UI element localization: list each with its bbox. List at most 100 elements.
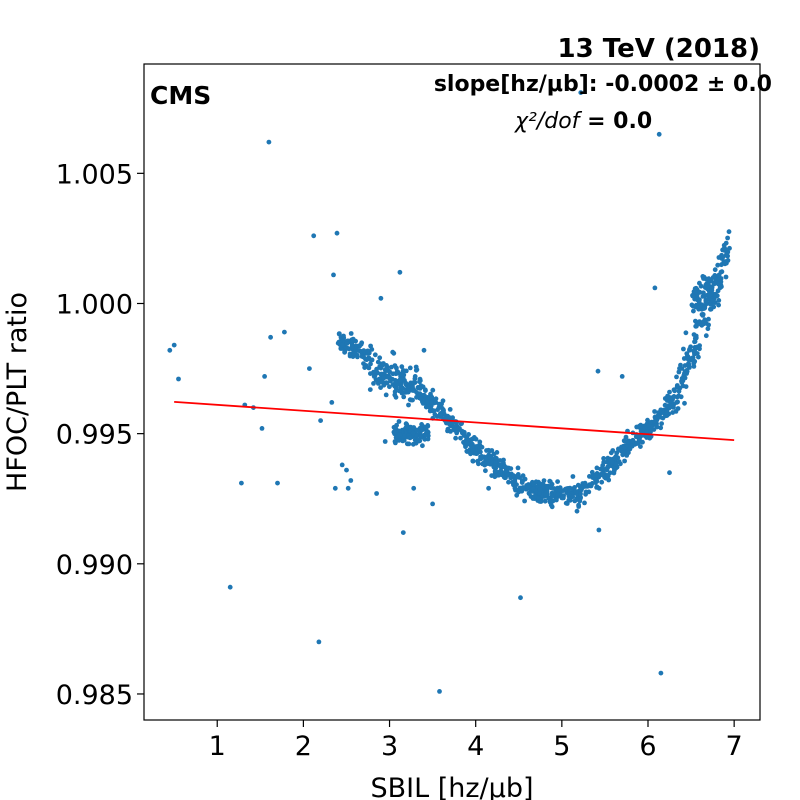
data-point [402, 433, 407, 439]
data-point [600, 472, 605, 478]
outlier-point [345, 485, 351, 491]
chi2-value: = 0.0 [579, 109, 652, 134]
data-point [578, 491, 583, 497]
data-point [423, 425, 428, 431]
outlier-point [167, 347, 173, 353]
data-point [652, 409, 657, 414]
data-point [719, 269, 725, 275]
data-point [410, 388, 416, 393]
data-point [570, 494, 575, 499]
data-point [399, 364, 405, 370]
data-point [697, 297, 702, 303]
data-point [374, 366, 379, 372]
data-point [583, 489, 589, 495]
data-point [706, 316, 711, 322]
outlier-point [652, 285, 658, 291]
data-point [351, 351, 357, 356]
data-point [612, 455, 618, 461]
outlier-point [259, 426, 265, 431]
data-point [702, 305, 708, 311]
outlier-point [378, 295, 384, 301]
data-point [540, 481, 546, 487]
experiment-label: CMS [150, 81, 211, 110]
data-point [344, 341, 350, 346]
data-point [707, 292, 713, 298]
data-point [427, 395, 432, 401]
data-point [448, 429, 453, 434]
data-point [634, 424, 640, 430]
data-point [384, 380, 390, 386]
outlier-point [430, 501, 435, 507]
data-point [573, 489, 579, 494]
data-point [393, 379, 399, 385]
outlier-point [282, 329, 287, 335]
data-point [396, 438, 402, 443]
y-tick-label: 0.985 [56, 680, 133, 711]
data-point [384, 368, 389, 373]
data-point [548, 485, 554, 491]
data-point [468, 451, 473, 457]
data-point [379, 363, 385, 368]
data-point [645, 417, 650, 423]
data-point [516, 489, 521, 495]
outlier-point [316, 639, 322, 645]
data-point [520, 473, 526, 479]
data-point [674, 383, 680, 388]
outlier-point [262, 374, 267, 379]
data-point [683, 330, 689, 336]
data-point [606, 477, 612, 483]
data-point [368, 361, 373, 367]
data-point [622, 458, 627, 464]
data-point [544, 489, 550, 495]
data-point [598, 466, 604, 472]
data-point [381, 375, 387, 381]
outlier-point [411, 485, 417, 491]
data-point [649, 426, 655, 432]
data-point [362, 365, 368, 370]
data-point [493, 465, 499, 471]
data-point [555, 479, 560, 484]
data-point [667, 389, 672, 395]
data-point [627, 446, 633, 452]
data-point [522, 498, 527, 504]
data-point [430, 387, 436, 393]
data-point [560, 495, 565, 501]
data-point [664, 409, 670, 415]
data-point [723, 274, 729, 280]
data-point [715, 262, 721, 268]
data-point [601, 456, 606, 461]
data-point [458, 421, 464, 427]
data-point [421, 392, 427, 398]
data-point [341, 333, 346, 339]
data-point [412, 376, 418, 382]
data-point [478, 456, 484, 461]
data-point [464, 440, 470, 446]
data-point [483, 468, 488, 474]
outlier-point [437, 689, 442, 694]
outlier-point [339, 462, 345, 468]
data-point [674, 374, 679, 380]
data-point [414, 427, 420, 433]
data-point [401, 394, 407, 400]
data-point [358, 341, 364, 347]
data-point [616, 447, 622, 453]
data-point [726, 229, 732, 235]
data-point [414, 390, 419, 395]
data-point [621, 450, 627, 456]
data-point [572, 498, 578, 504]
data-point [506, 479, 511, 485]
data-point [548, 497, 554, 503]
chi2-annotation: χ²/dof = 0.0 [514, 109, 652, 134]
data-point [392, 363, 398, 368]
data-point [689, 356, 694, 361]
x-axis-label: SBIL [hz/μb] [370, 773, 533, 800]
x-tick-label: 5 [553, 731, 570, 762]
y-tick-label: 1.005 [56, 159, 133, 190]
outlier-point [486, 485, 491, 491]
data-point [690, 293, 696, 299]
data-point [576, 502, 581, 508]
data-point [369, 347, 375, 352]
data-point [390, 349, 396, 355]
data-point [697, 343, 702, 348]
data-point [361, 348, 367, 354]
